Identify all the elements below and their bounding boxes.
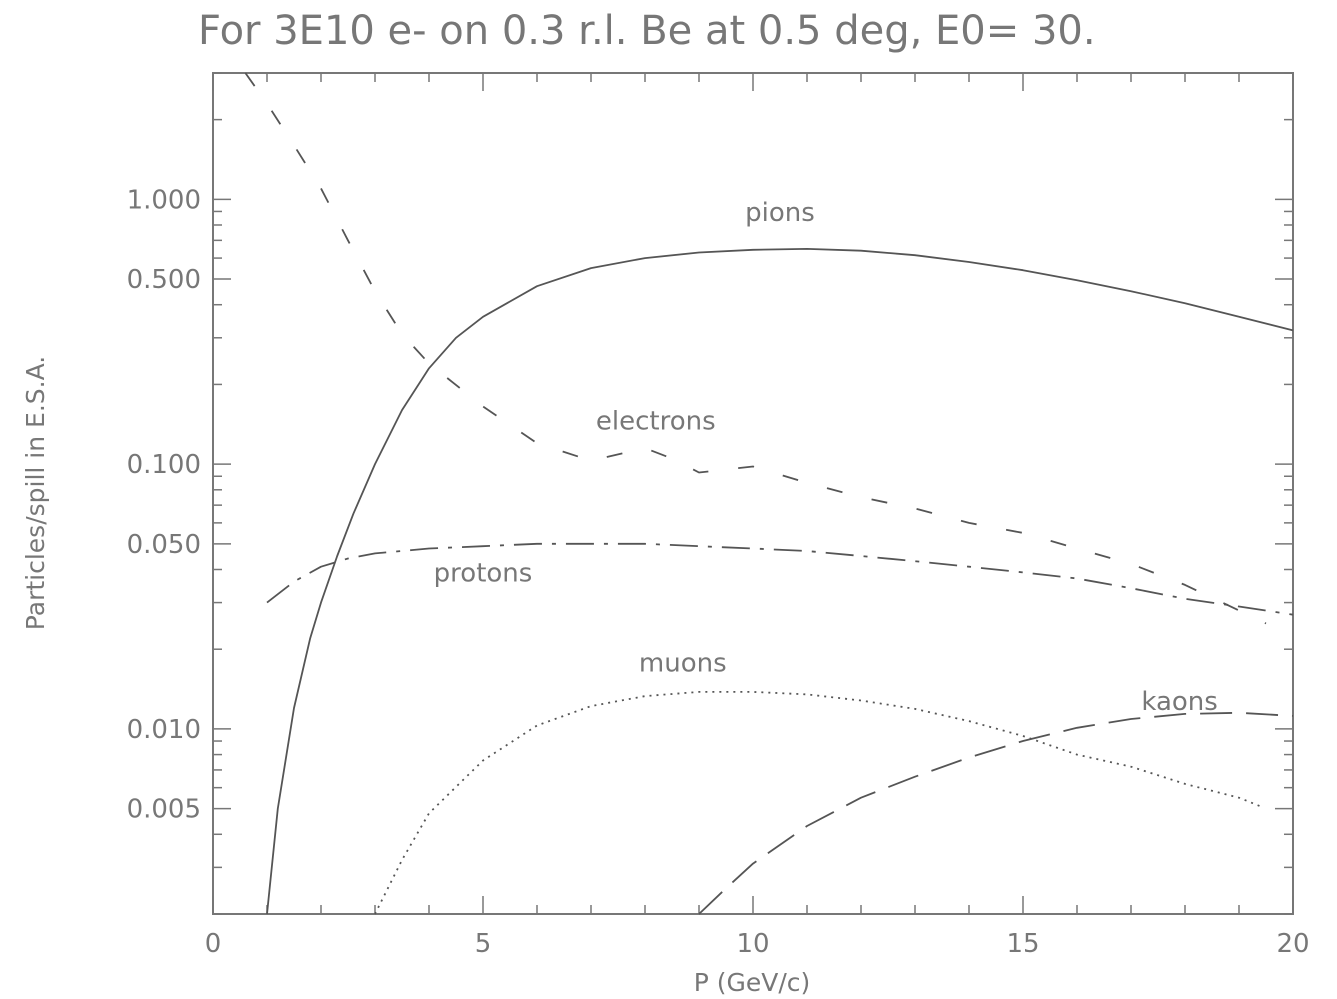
y-tick-label: 0.050: [127, 530, 201, 560]
series-labels: pions electrons protons muons kaons: [434, 198, 1218, 717]
series-label-kaons: kaons: [1141, 687, 1217, 717]
x-tick-label: 15: [1006, 929, 1039, 959]
x-tick-label: 0: [205, 929, 222, 959]
x-tick-label: 5: [475, 929, 492, 959]
series-label-protons: protons: [434, 559, 533, 589]
series-label-electrons: electrons: [596, 407, 716, 437]
series-protons: [266, 542, 1294, 616]
y-tick-label: 0.005: [127, 795, 201, 825]
y-tick-label: 0.100: [127, 450, 201, 480]
series-label-pions: pions: [745, 198, 815, 228]
series-muons: [374, 691, 1261, 915]
series-pions: [266, 247, 1294, 915]
plot-axes: 0 5 10 15 20 0.005 0.010 0.050 0.100 0.500 1.000: [127, 72, 1310, 959]
series-kaons: [698, 711, 1294, 915]
y-axis-label: Particles/spill in E.S.A.: [21, 356, 50, 630]
y-tick-label: 1.000: [127, 185, 201, 215]
x-tick-label: 20: [1276, 929, 1309, 959]
x-axis-label: P (GeV/c): [694, 968, 811, 997]
y-tick-label: 0.500: [127, 265, 201, 295]
series-electrons: [244, 72, 1267, 625]
chart-title: For 3E10 e- on 0.3 r.l. Be at 0.5 deg, E…: [198, 8, 1096, 54]
series-layer: [244, 72, 1294, 915]
y-tick-label: 0.010: [127, 715, 201, 745]
series-label-muons: muons: [639, 648, 727, 678]
x-tick-label: 10: [736, 929, 769, 959]
